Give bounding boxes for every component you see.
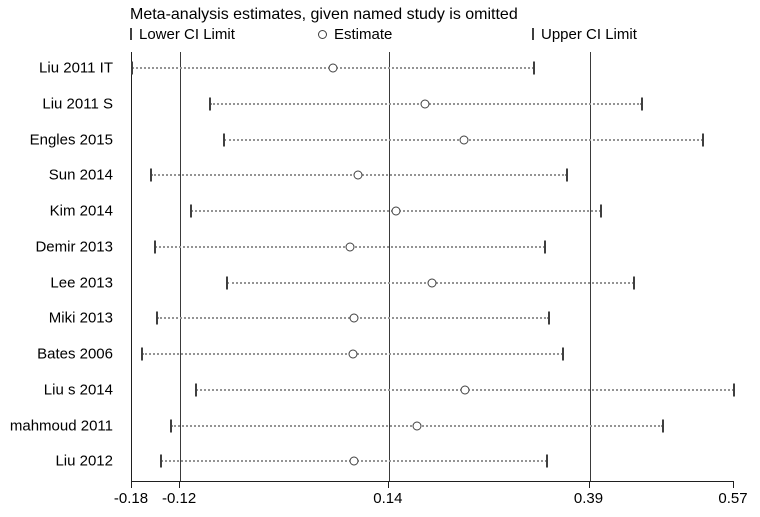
- chart-title: Meta-analysis estimates, given named stu…: [130, 6, 518, 23]
- legend-item-lower-ci: Lower CI Limit: [130, 25, 235, 43]
- study-label: Demir 2013: [35, 238, 113, 256]
- study-label-column: Liu 2011 IT Liu 2011 S Engles 2015 Sun 2014…: [0, 52, 122, 481]
- upper-ci-limit-icon: [532, 28, 534, 40]
- upper-ci-marker: [702, 133, 705, 147]
- lower-ci-marker: [141, 347, 144, 361]
- legend-item-upper-ci: Upper CI Limit: [532, 25, 637, 43]
- estimate-marker: [427, 278, 437, 288]
- estimate-marker: [391, 206, 401, 216]
- estimate-circle-icon: [318, 29, 327, 39]
- x-axis-tick-label: -0.12: [162, 490, 197, 507]
- x-axis-tick: [179, 482, 181, 488]
- x-axis-tick-label: 0.57: [718, 490, 748, 507]
- study-label: Liu 2011 S: [42, 95, 113, 113]
- study-label: Liu s 2014: [43, 381, 113, 399]
- study-label: Bates 2006: [37, 345, 113, 363]
- study-label: Sun 2014: [48, 166, 113, 184]
- lower-ci-marker: [225, 276, 228, 290]
- x-axis-tick-label: 0.14: [373, 490, 403, 507]
- estimate-marker: [460, 385, 470, 395]
- x-axis-tick: [387, 482, 389, 488]
- study-label: Liu 2012: [55, 452, 113, 470]
- study-label: Miki 2013: [48, 309, 113, 327]
- x-axis-tick: [733, 482, 734, 488]
- upper-ci-marker: [562, 347, 565, 361]
- legend-upper-label: Upper CI Limit: [541, 25, 637, 43]
- x-axis-tick-label: -0.18: [113, 490, 149, 507]
- upper-ci-marker: [533, 61, 536, 75]
- lower-ci-marker: [223, 133, 226, 147]
- x-axis-tick: [588, 482, 590, 488]
- lower-ci-marker: [208, 97, 211, 111]
- x-axis-tick: [131, 482, 132, 488]
- lower-ci-marker: [154, 240, 157, 254]
- study-label: mahmoud 2011: [9, 417, 113, 435]
- upper-ci-marker: [633, 276, 636, 290]
- estimate-marker: [459, 135, 468, 145]
- plot-area: [131, 52, 735, 482]
- lower-ci-marker: [155, 311, 158, 325]
- reference-line: [180, 52, 182, 481]
- study-label: Lee 2013: [50, 274, 113, 292]
- estimate-marker: [349, 313, 359, 323]
- x-axis-tick-label: 0.39: [573, 490, 604, 507]
- estimate-marker: [353, 170, 363, 180]
- estimate-marker: [348, 349, 358, 359]
- lower-ci-marker: [195, 383, 198, 397]
- upper-ci-marker: [733, 383, 735, 397]
- legend-estimate-label: Estimate: [334, 25, 393, 43]
- upper-ci-marker: [545, 454, 548, 468]
- upper-ci-marker: [661, 419, 664, 433]
- upper-ci-marker: [640, 97, 643, 111]
- estimate-marker: [345, 242, 355, 252]
- lower-ci-marker: [189, 204, 192, 218]
- study-label: Engles 2015: [29, 131, 113, 149]
- estimate-marker: [328, 63, 338, 73]
- study-label: Liu 2011 IT: [39, 59, 113, 77]
- upper-ci-marker: [599, 204, 602, 218]
- estimate-marker: [420, 99, 430, 109]
- lower-ci-limit-icon: [130, 28, 132, 40]
- estimate-marker: [349, 456, 359, 466]
- lower-ci-marker: [131, 61, 133, 75]
- legend-item-estimate: Estimate: [318, 25, 392, 43]
- lower-ci-marker: [170, 419, 173, 433]
- upper-ci-marker: [566, 168, 569, 182]
- lower-ci-marker: [150, 168, 153, 182]
- reference-line: [589, 52, 591, 481]
- lower-ci-marker: [159, 454, 162, 468]
- study-label: Kim 2014: [49, 202, 113, 220]
- upper-ci-marker: [544, 240, 547, 254]
- reference-line: [388, 52, 390, 481]
- estimate-marker: [412, 421, 422, 431]
- upper-ci-marker: [548, 311, 551, 325]
- legend-lower-label: Lower CI Limit: [139, 25, 235, 43]
